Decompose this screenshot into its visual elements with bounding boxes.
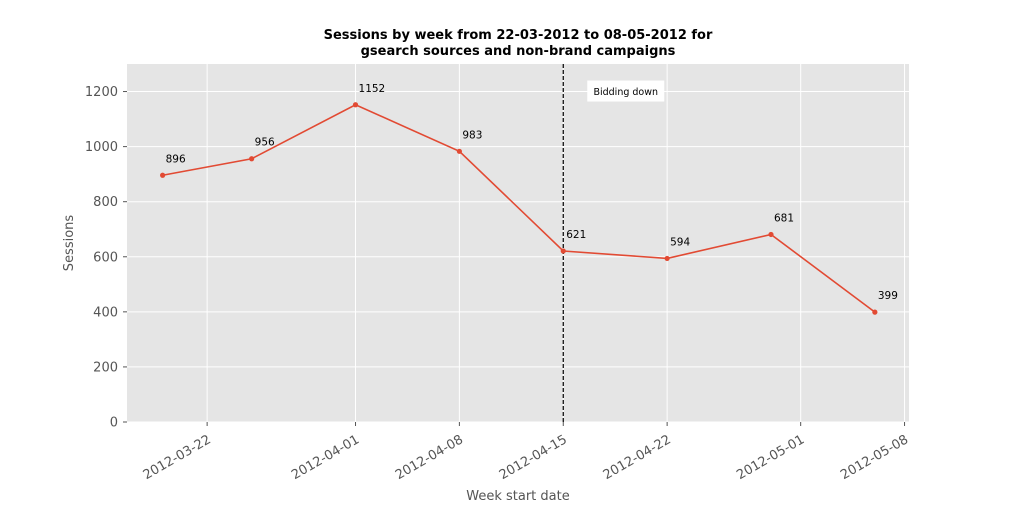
- x-tick-label: 2012-04-22: [601, 432, 674, 483]
- data-point: [249, 156, 255, 162]
- data-label: 956: [255, 137, 275, 149]
- x-tick-label: 2012-05-01: [734, 432, 807, 483]
- y-tick-label: 400: [93, 305, 118, 320]
- x-tick-label: 2012-04-01: [289, 432, 362, 483]
- grid: [127, 64, 909, 423]
- data-label: 983: [462, 129, 482, 141]
- series-line: [162, 103, 876, 313]
- x-axis: 2012-03-22 2012-04-01 2012-04-08 2012-04-15…: [141, 422, 911, 483]
- x-tick-label: 2012-04-08: [393, 432, 466, 483]
- data-label: 399: [878, 290, 898, 302]
- y-tick-label: 1200: [85, 85, 118, 100]
- y-tick-label: 1000: [85, 140, 118, 155]
- x-tick-label: 2012-05-08: [838, 432, 911, 483]
- data-label: 594: [670, 236, 690, 248]
- x-axis-label: Week start date: [466, 489, 569, 504]
- series-sessions: 896 956 1152 983 621 594 681 399: [160, 83, 898, 315]
- y-tick-label: 800: [93, 195, 118, 210]
- annotation-box: [587, 80, 665, 102]
- data-label: 896: [166, 153, 186, 165]
- x-tick-label: 2012-03-22: [141, 432, 214, 483]
- annotation-label: Bidding down: [593, 87, 658, 98]
- data-point: [664, 255, 670, 262]
- data-label: 1152: [359, 83, 386, 95]
- data-point: [872, 309, 878, 315]
- data-label: 621: [566, 229, 586, 241]
- chart-title-line2: gsearch sources and non-brand campaigns: [361, 44, 676, 59]
- data-point: [560, 248, 566, 254]
- y-tick-label: 600: [93, 250, 118, 265]
- data-point: [352, 102, 359, 108]
- chart-title-line1: Sessions by week from 22-03-2012 to 08-0…: [324, 28, 713, 43]
- y-tick-label: 0: [110, 416, 118, 431]
- data-label: 681: [774, 212, 794, 224]
- y-axis: 0 200 400 600 800 1000 1200: [85, 85, 127, 431]
- y-axis-label: Sessions: [62, 215, 77, 272]
- plot-area: [127, 64, 909, 422]
- data-point: [768, 231, 774, 238]
- annotation: Bidding down: [562, 64, 665, 422]
- x-tick-label: 2012-04-15: [497, 432, 570, 483]
- y-tick-label: 200: [93, 360, 118, 375]
- data-point: [160, 172, 166, 178]
- data-point: [456, 148, 462, 154]
